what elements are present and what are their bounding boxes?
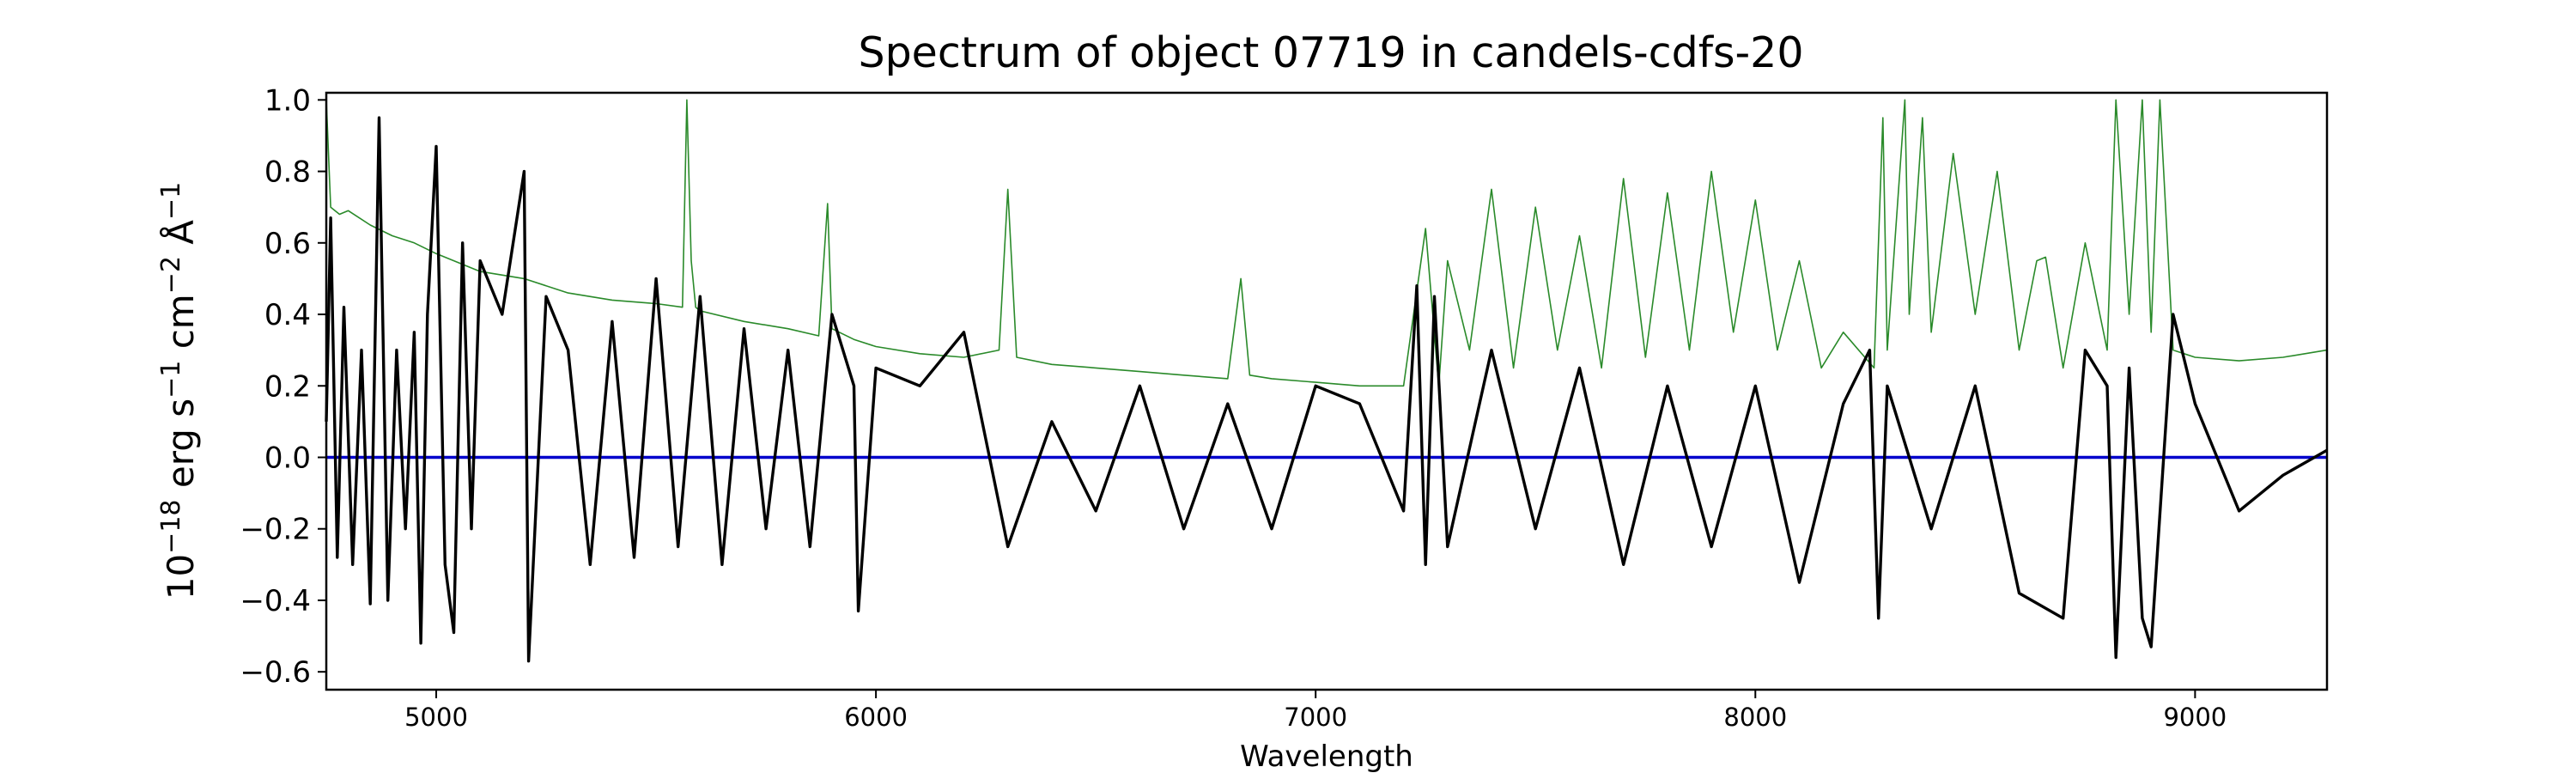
x-axis-label: Wavelength <box>1240 740 1413 773</box>
chart-title: Spectrum of object 07719 in candels-cdfs… <box>858 28 1803 77</box>
y-tick-label: 0.8 <box>264 155 311 190</box>
axes-frame <box>325 91 2329 691</box>
y-tick-label: 0.4 <box>264 298 311 332</box>
y-axis-label: 10−18 erg s−1 cm−2 Å−1 <box>156 182 202 600</box>
series-layer <box>325 99 2328 663</box>
y-axis-ticks: −0.6 −0.4 −0.2 0.0 0.2 0.4 0.6 0.8 1.0 <box>240 83 326 690</box>
y-label-unit: Å <box>159 220 202 256</box>
x-tick-label: 7000 <box>1284 703 1347 732</box>
y-tick-label: 0.0 <box>264 441 311 475</box>
y-label-base: 10 <box>160 554 202 600</box>
y-tick-label: 0.2 <box>264 369 311 404</box>
y-tick-label: −0.2 <box>240 513 311 547</box>
y-label-exp: −1 <box>156 182 186 220</box>
x-tick-label: 6000 <box>844 703 908 732</box>
x-tick-label: 8000 <box>1723 703 1787 732</box>
y-label-unit: erg s <box>160 399 202 500</box>
y-label-unit: cm <box>160 294 202 360</box>
x-tick-label: 9000 <box>2163 703 2227 732</box>
plot-area <box>325 91 2329 691</box>
series-line-noise <box>325 99 2328 387</box>
y-tick-label: −0.4 <box>240 584 311 618</box>
y-tick-label: 0.6 <box>264 227 311 261</box>
x-tick-label: 5000 <box>404 703 468 732</box>
series-line-flux <box>325 116 2328 663</box>
x-axis-ticks: 5000 6000 7000 8000 9000 <box>404 690 2227 732</box>
y-label-exp: −2 <box>156 256 186 294</box>
y-tick-label: 1.0 <box>264 83 311 118</box>
y-label-exp: −1 <box>156 361 186 399</box>
y-label-exp: −18 <box>156 500 186 554</box>
y-tick-label: −0.6 <box>240 655 311 690</box>
